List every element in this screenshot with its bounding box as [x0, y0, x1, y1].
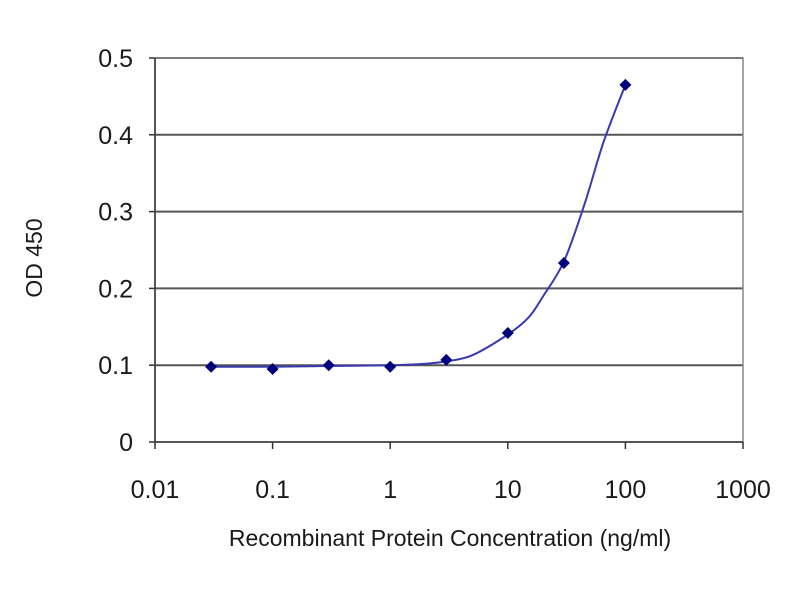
data-point — [266, 363, 279, 376]
data-point — [205, 360, 218, 373]
y-tick-label: 0.5 — [98, 45, 133, 73]
data-point — [322, 359, 335, 372]
y-tick-labels: 0 0.1 0.2 0.3 0.4 0.5 — [98, 45, 133, 457]
y-tick-label: 0.2 — [98, 275, 133, 303]
x-tick-label: 1000 — [715, 476, 771, 504]
x-tick-label: 0.1 — [255, 476, 290, 504]
y-tick-label: 0 — [119, 429, 133, 457]
x-tick-label: 100 — [605, 476, 647, 504]
x-tick-label: 0.01 — [131, 476, 180, 504]
data-points — [205, 78, 632, 376]
y-axis-title: OD 450 — [21, 218, 47, 297]
x-tick-label: 1 — [383, 476, 397, 504]
data-point — [440, 353, 453, 366]
data-point — [557, 257, 570, 270]
data-point — [619, 78, 632, 91]
y-tick-label: 0.1 — [98, 352, 133, 380]
data-point — [384, 360, 397, 373]
x-axis-title: Recombinant Protein Concentration (ng/ml… — [229, 525, 671, 551]
axes — [149, 57, 744, 449]
fit-curve — [211, 84, 627, 368]
y-tick-label: 0.4 — [98, 122, 133, 150]
data-point — [501, 326, 514, 339]
x-tick-labels: 0.01 0.1 1 10 100 1000 — [131, 476, 771, 504]
plot-area — [155, 58, 743, 442]
fit-curve-group — [211, 84, 627, 368]
y-tick-label: 0.3 — [98, 199, 133, 227]
x-tick-label: 10 — [494, 476, 522, 504]
